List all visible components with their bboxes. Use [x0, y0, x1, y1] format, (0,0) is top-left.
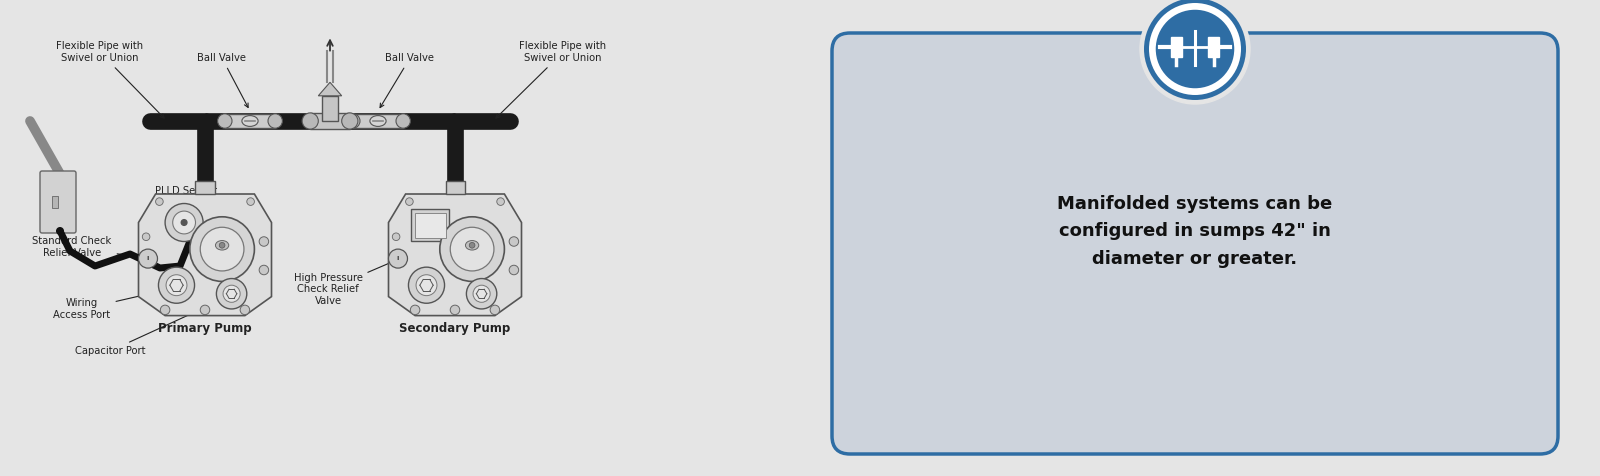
Circle shape — [405, 198, 413, 206]
Bar — [310, 113, 350, 129]
Circle shape — [1154, 8, 1235, 90]
Circle shape — [219, 242, 226, 248]
Circle shape — [469, 242, 475, 248]
Circle shape — [450, 227, 494, 271]
Circle shape — [1144, 0, 1246, 100]
Circle shape — [450, 305, 459, 315]
Text: I: I — [397, 256, 398, 261]
Bar — [445, 181, 464, 194]
Circle shape — [342, 113, 358, 129]
Circle shape — [259, 265, 269, 275]
Circle shape — [490, 305, 499, 315]
Circle shape — [467, 278, 496, 309]
Circle shape — [392, 233, 400, 240]
Ellipse shape — [216, 240, 229, 250]
Circle shape — [302, 113, 318, 129]
Circle shape — [165, 204, 203, 241]
Polygon shape — [318, 82, 342, 96]
FancyBboxPatch shape — [40, 171, 77, 233]
Bar — [51, 196, 58, 208]
Circle shape — [200, 305, 210, 315]
Circle shape — [190, 217, 254, 281]
Circle shape — [216, 278, 246, 309]
Ellipse shape — [370, 116, 386, 127]
Bar — [322, 96, 338, 121]
Circle shape — [1149, 3, 1242, 95]
Bar — [195, 181, 214, 194]
Circle shape — [509, 265, 518, 275]
Polygon shape — [389, 194, 522, 316]
Circle shape — [181, 219, 187, 225]
Text: Ball Valve: Ball Valve — [197, 53, 248, 108]
Bar — [352, 114, 403, 128]
Circle shape — [173, 211, 195, 234]
Ellipse shape — [466, 240, 478, 250]
Circle shape — [496, 198, 504, 206]
Text: Secondary Pump: Secondary Pump — [400, 322, 510, 335]
Bar — [414, 213, 445, 238]
Circle shape — [346, 114, 360, 128]
Text: Primary Pump: Primary Pump — [158, 322, 251, 335]
Circle shape — [389, 249, 408, 268]
Circle shape — [259, 237, 269, 246]
Circle shape — [408, 267, 445, 303]
Text: I: I — [147, 256, 149, 261]
Text: Standard Check
Relief Valve: Standard Check Relief Valve — [32, 237, 146, 259]
FancyBboxPatch shape — [832, 33, 1558, 454]
Text: Manifolded systems can be
configured in sumps 42" in
diameter or greater.: Manifolded systems can be configured in … — [1058, 195, 1333, 268]
Circle shape — [222, 285, 240, 302]
Ellipse shape — [242, 116, 258, 127]
Circle shape — [200, 227, 243, 271]
Circle shape — [166, 275, 187, 296]
Circle shape — [416, 275, 437, 296]
Circle shape — [142, 233, 150, 240]
Circle shape — [155, 198, 163, 206]
Circle shape — [397, 114, 410, 128]
Bar — [1171, 37, 1182, 57]
Circle shape — [246, 198, 254, 206]
Circle shape — [56, 227, 64, 235]
Text: Wiring
Access Port: Wiring Access Port — [53, 287, 174, 320]
Bar — [411, 209, 450, 241]
Text: Flexible Pipe with
Swivel or Union: Flexible Pipe with Swivel or Union — [56, 41, 165, 118]
Text: Flexible Pipe with
Swivel or Union: Flexible Pipe with Swivel or Union — [496, 41, 606, 118]
Bar — [224, 114, 275, 128]
Circle shape — [1139, 0, 1250, 104]
Circle shape — [240, 305, 250, 315]
Circle shape — [474, 285, 490, 302]
Circle shape — [158, 267, 195, 303]
Text: Ball Valve: Ball Valve — [381, 53, 435, 108]
Circle shape — [440, 217, 504, 281]
Text: PLLD Sensor: PLLD Sensor — [155, 186, 218, 242]
Text: Capacitor Port: Capacitor Port — [75, 298, 226, 356]
Circle shape — [160, 305, 170, 315]
Circle shape — [269, 114, 283, 128]
Circle shape — [218, 114, 232, 128]
Text: High Pressure
Check Relief
Valve: High Pressure Check Relief Valve — [293, 260, 397, 306]
Bar — [1208, 37, 1219, 57]
Circle shape — [139, 249, 157, 268]
Circle shape — [509, 237, 518, 246]
Polygon shape — [139, 194, 272, 316]
Circle shape — [410, 305, 419, 315]
